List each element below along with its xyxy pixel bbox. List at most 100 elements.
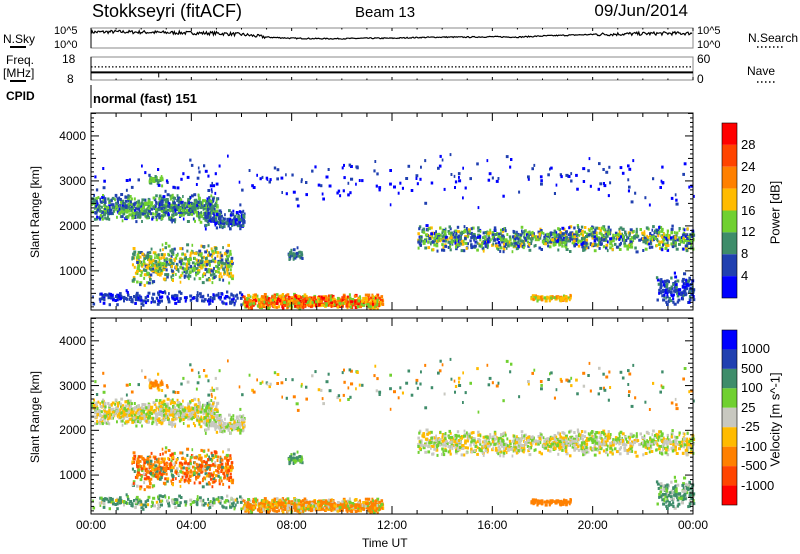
velocity-cell (373, 503, 377, 507)
power-cell (208, 215, 210, 219)
velocity-cell (178, 413, 181, 417)
velocity-cell (127, 410, 131, 414)
power-cell (233, 303, 236, 307)
power-cell (219, 251, 222, 255)
power-cell (196, 291, 199, 295)
velocity-cell (341, 508, 344, 512)
power-cell (327, 298, 330, 302)
velocity-cell (204, 416, 207, 420)
power-cell (109, 209, 112, 212)
velocity-cell (239, 425, 242, 429)
power-cell (110, 198, 113, 202)
velocity-cell (609, 450, 612, 454)
velocity-cell (96, 420, 99, 423)
velocity-cell (327, 500, 330, 504)
power-cell (110, 203, 113, 207)
velocity-cell (357, 503, 360, 507)
velocity-cell (138, 455, 141, 459)
velocity-cell (137, 417, 141, 421)
power-cell (216, 265, 219, 269)
velocity-cell (206, 424, 210, 428)
velocity-cell (144, 403, 147, 407)
velocity-cell (139, 419, 141, 423)
velocity-cell (151, 422, 154, 426)
y-tick-label: 4000 (59, 128, 86, 143)
velocity-cell (115, 406, 118, 410)
power-cell (361, 299, 364, 303)
velocity-cell (272, 508, 275, 511)
power-cell (168, 253, 171, 257)
velocity-cell (150, 412, 154, 416)
freq-top: 18 (62, 52, 76, 66)
power-cell (171, 196, 175, 200)
velocity-cell (283, 500, 287, 504)
y-tick-label: 1000 (59, 468, 86, 483)
power-cell (157, 253, 160, 257)
velocity-cell (99, 405, 103, 408)
power-cell (226, 262, 230, 266)
power-cell (154, 213, 157, 216)
power-cell (349, 305, 352, 309)
velocity-cell (345, 500, 348, 504)
power-cell (97, 206, 100, 210)
power-cell (189, 294, 193, 298)
velocity-cell (244, 501, 248, 505)
velocity-cell (210, 424, 213, 428)
power-cell (304, 295, 308, 298)
velocity-cell (100, 414, 103, 418)
power-cell (153, 198, 157, 202)
power-cell (301, 295, 305, 299)
velocity-cell (181, 457, 184, 460)
velocity-cell (171, 473, 174, 477)
power-cell (131, 256, 134, 260)
power-cell (151, 215, 155, 219)
velocity-cell (160, 503, 163, 507)
velocity-cell (171, 466, 174, 469)
velocity-cell (171, 421, 174, 424)
velocity-cell (239, 431, 242, 435)
velocity-cell (99, 414, 101, 417)
velocity-cell (231, 466, 234, 470)
velocity-cell (204, 454, 207, 458)
velocity-cell (170, 459, 173, 463)
velocity-cell (460, 453, 464, 457)
velocity-cell (229, 431, 232, 435)
power-cell (251, 305, 254, 309)
power-cell (262, 304, 265, 308)
velocity-cell (213, 412, 216, 415)
velocity-cell (200, 419, 203, 423)
power-cell (211, 255, 213, 259)
power-cell (227, 219, 229, 222)
velocity-cell (161, 495, 165, 499)
power-cell (204, 223, 208, 227)
velocity-cell (356, 509, 360, 513)
power-cell (149, 267, 153, 271)
velocity-cell (164, 446, 168, 450)
velocity-cell (152, 401, 156, 405)
velocity-cell (221, 496, 224, 500)
power-cell (341, 304, 344, 308)
velocity-cell (220, 458, 223, 462)
velocity-cell (372, 506, 374, 510)
power-cell (563, 236, 566, 240)
velocity-cell (224, 456, 227, 460)
power-cell (447, 230, 450, 233)
power-cell (249, 295, 252, 299)
power-cell (177, 268, 180, 272)
power-cell (569, 225, 573, 229)
power-cell (133, 197, 136, 201)
power-cell (102, 200, 106, 204)
power-cell (115, 205, 119, 209)
velocity-cell (164, 477, 167, 481)
velocity-cell (266, 506, 269, 510)
power-cell (136, 201, 139, 205)
velocity-cell (219, 455, 222, 459)
power-cell (206, 208, 210, 211)
velocity-cell (607, 430, 610, 434)
power-cell (137, 200, 140, 204)
velocity-cell (109, 413, 112, 417)
power-cell (209, 263, 211, 267)
velocity-cell (233, 421, 236, 425)
velocity-cell (188, 474, 192, 478)
velocity-cell (168, 457, 171, 461)
